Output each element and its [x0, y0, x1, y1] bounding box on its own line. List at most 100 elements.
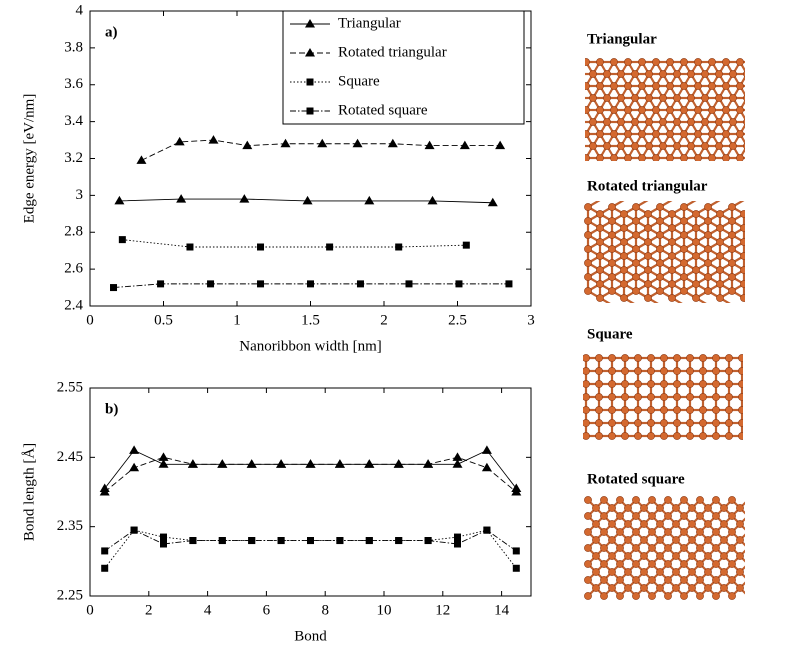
- atom: [701, 70, 709, 78]
- atom: [631, 142, 639, 150]
- atom: [621, 406, 629, 414]
- marker: [352, 138, 363, 148]
- atom: [743, 118, 745, 126]
- bond: [565, 110, 572, 122]
- atom: [712, 354, 720, 362]
- atom: [673, 380, 681, 388]
- atom: [664, 496, 672, 504]
- atom: [701, 142, 709, 150]
- atom: [652, 58, 660, 66]
- atom: [659, 142, 667, 150]
- bond: [565, 86, 572, 98]
- bond: [754, 98, 761, 110]
- marker: [356, 280, 364, 288]
- atom: [575, 94, 582, 101]
- y-tick-label: 2.8: [64, 224, 83, 240]
- atom: [680, 245, 688, 253]
- atom: [673, 367, 681, 375]
- atom: [656, 245, 664, 253]
- atom: [616, 496, 624, 504]
- atom: [672, 520, 680, 528]
- bond: [754, 122, 761, 134]
- atom: [583, 354, 590, 362]
- atom: [716, 224, 724, 232]
- atom: [668, 238, 676, 246]
- atom: [584, 245, 592, 253]
- atom: [738, 419, 743, 427]
- atom: [686, 393, 694, 401]
- y-tick-label: 2.4: [64, 297, 83, 313]
- atom: [688, 536, 696, 544]
- x-tick-label: 12: [435, 602, 450, 618]
- atom: [725, 380, 733, 388]
- atom: [712, 406, 720, 414]
- marker: [302, 195, 313, 205]
- atom: [716, 238, 724, 246]
- atom: [712, 592, 720, 600]
- atom: [608, 432, 616, 440]
- atom: [672, 536, 680, 544]
- atom: [680, 287, 688, 295]
- atom: [738, 380, 743, 388]
- atom: [686, 354, 694, 362]
- bond: [585, 154, 587, 159]
- atom: [692, 294, 700, 302]
- legend-marker: [305, 19, 315, 28]
- atom: [608, 504, 616, 512]
- atom: [584, 259, 592, 267]
- atom: [680, 273, 688, 281]
- atom: [648, 560, 656, 568]
- atom: [704, 203, 712, 211]
- marker: [160, 533, 167, 541]
- y-tick-label: 3.8: [64, 39, 83, 55]
- atom: [728, 231, 736, 239]
- atom: [757, 118, 764, 125]
- bond: [754, 74, 761, 86]
- atom: [740, 252, 745, 260]
- atom: [621, 354, 629, 362]
- marker: [189, 537, 197, 545]
- y-tick-label: 2.25: [57, 587, 83, 603]
- atom: [660, 393, 668, 401]
- atom: [680, 576, 688, 584]
- atom: [686, 367, 694, 375]
- atom: [704, 259, 712, 267]
- atom: [736, 154, 744, 161]
- x-tick-label: 0: [86, 312, 94, 328]
- atom: [596, 294, 604, 302]
- atom: [596, 238, 604, 246]
- marker: [176, 194, 187, 203]
- atom: [722, 82, 730, 90]
- atom: [603, 70, 611, 78]
- atom: [716, 294, 724, 302]
- atom: [656, 203, 664, 211]
- atom: [757, 94, 764, 101]
- atom: [699, 406, 707, 414]
- atom: [722, 106, 730, 114]
- marker: [207, 280, 215, 288]
- atom: [652, 82, 660, 90]
- panel-label: b): [105, 401, 118, 417]
- atom: [694, 58, 702, 66]
- x-tick-label: 2: [145, 602, 153, 618]
- atom: [750, 58, 757, 65]
- atom: [728, 217, 736, 225]
- atom: [596, 82, 604, 90]
- atom: [728, 273, 736, 281]
- atom: [696, 576, 704, 584]
- atom: [716, 252, 724, 260]
- legend-label: Rotated triangular: [338, 44, 447, 60]
- atom: [704, 217, 712, 225]
- atom: [738, 354, 743, 362]
- atom: [696, 544, 704, 552]
- atom: [592, 536, 600, 544]
- atom: [722, 58, 730, 66]
- atom: [632, 217, 640, 225]
- atom: [608, 380, 616, 388]
- atom: [716, 210, 724, 218]
- marker: [239, 194, 250, 203]
- atom: [728, 287, 736, 295]
- marker: [280, 138, 291, 148]
- atom: [715, 94, 723, 102]
- atom: [712, 528, 720, 536]
